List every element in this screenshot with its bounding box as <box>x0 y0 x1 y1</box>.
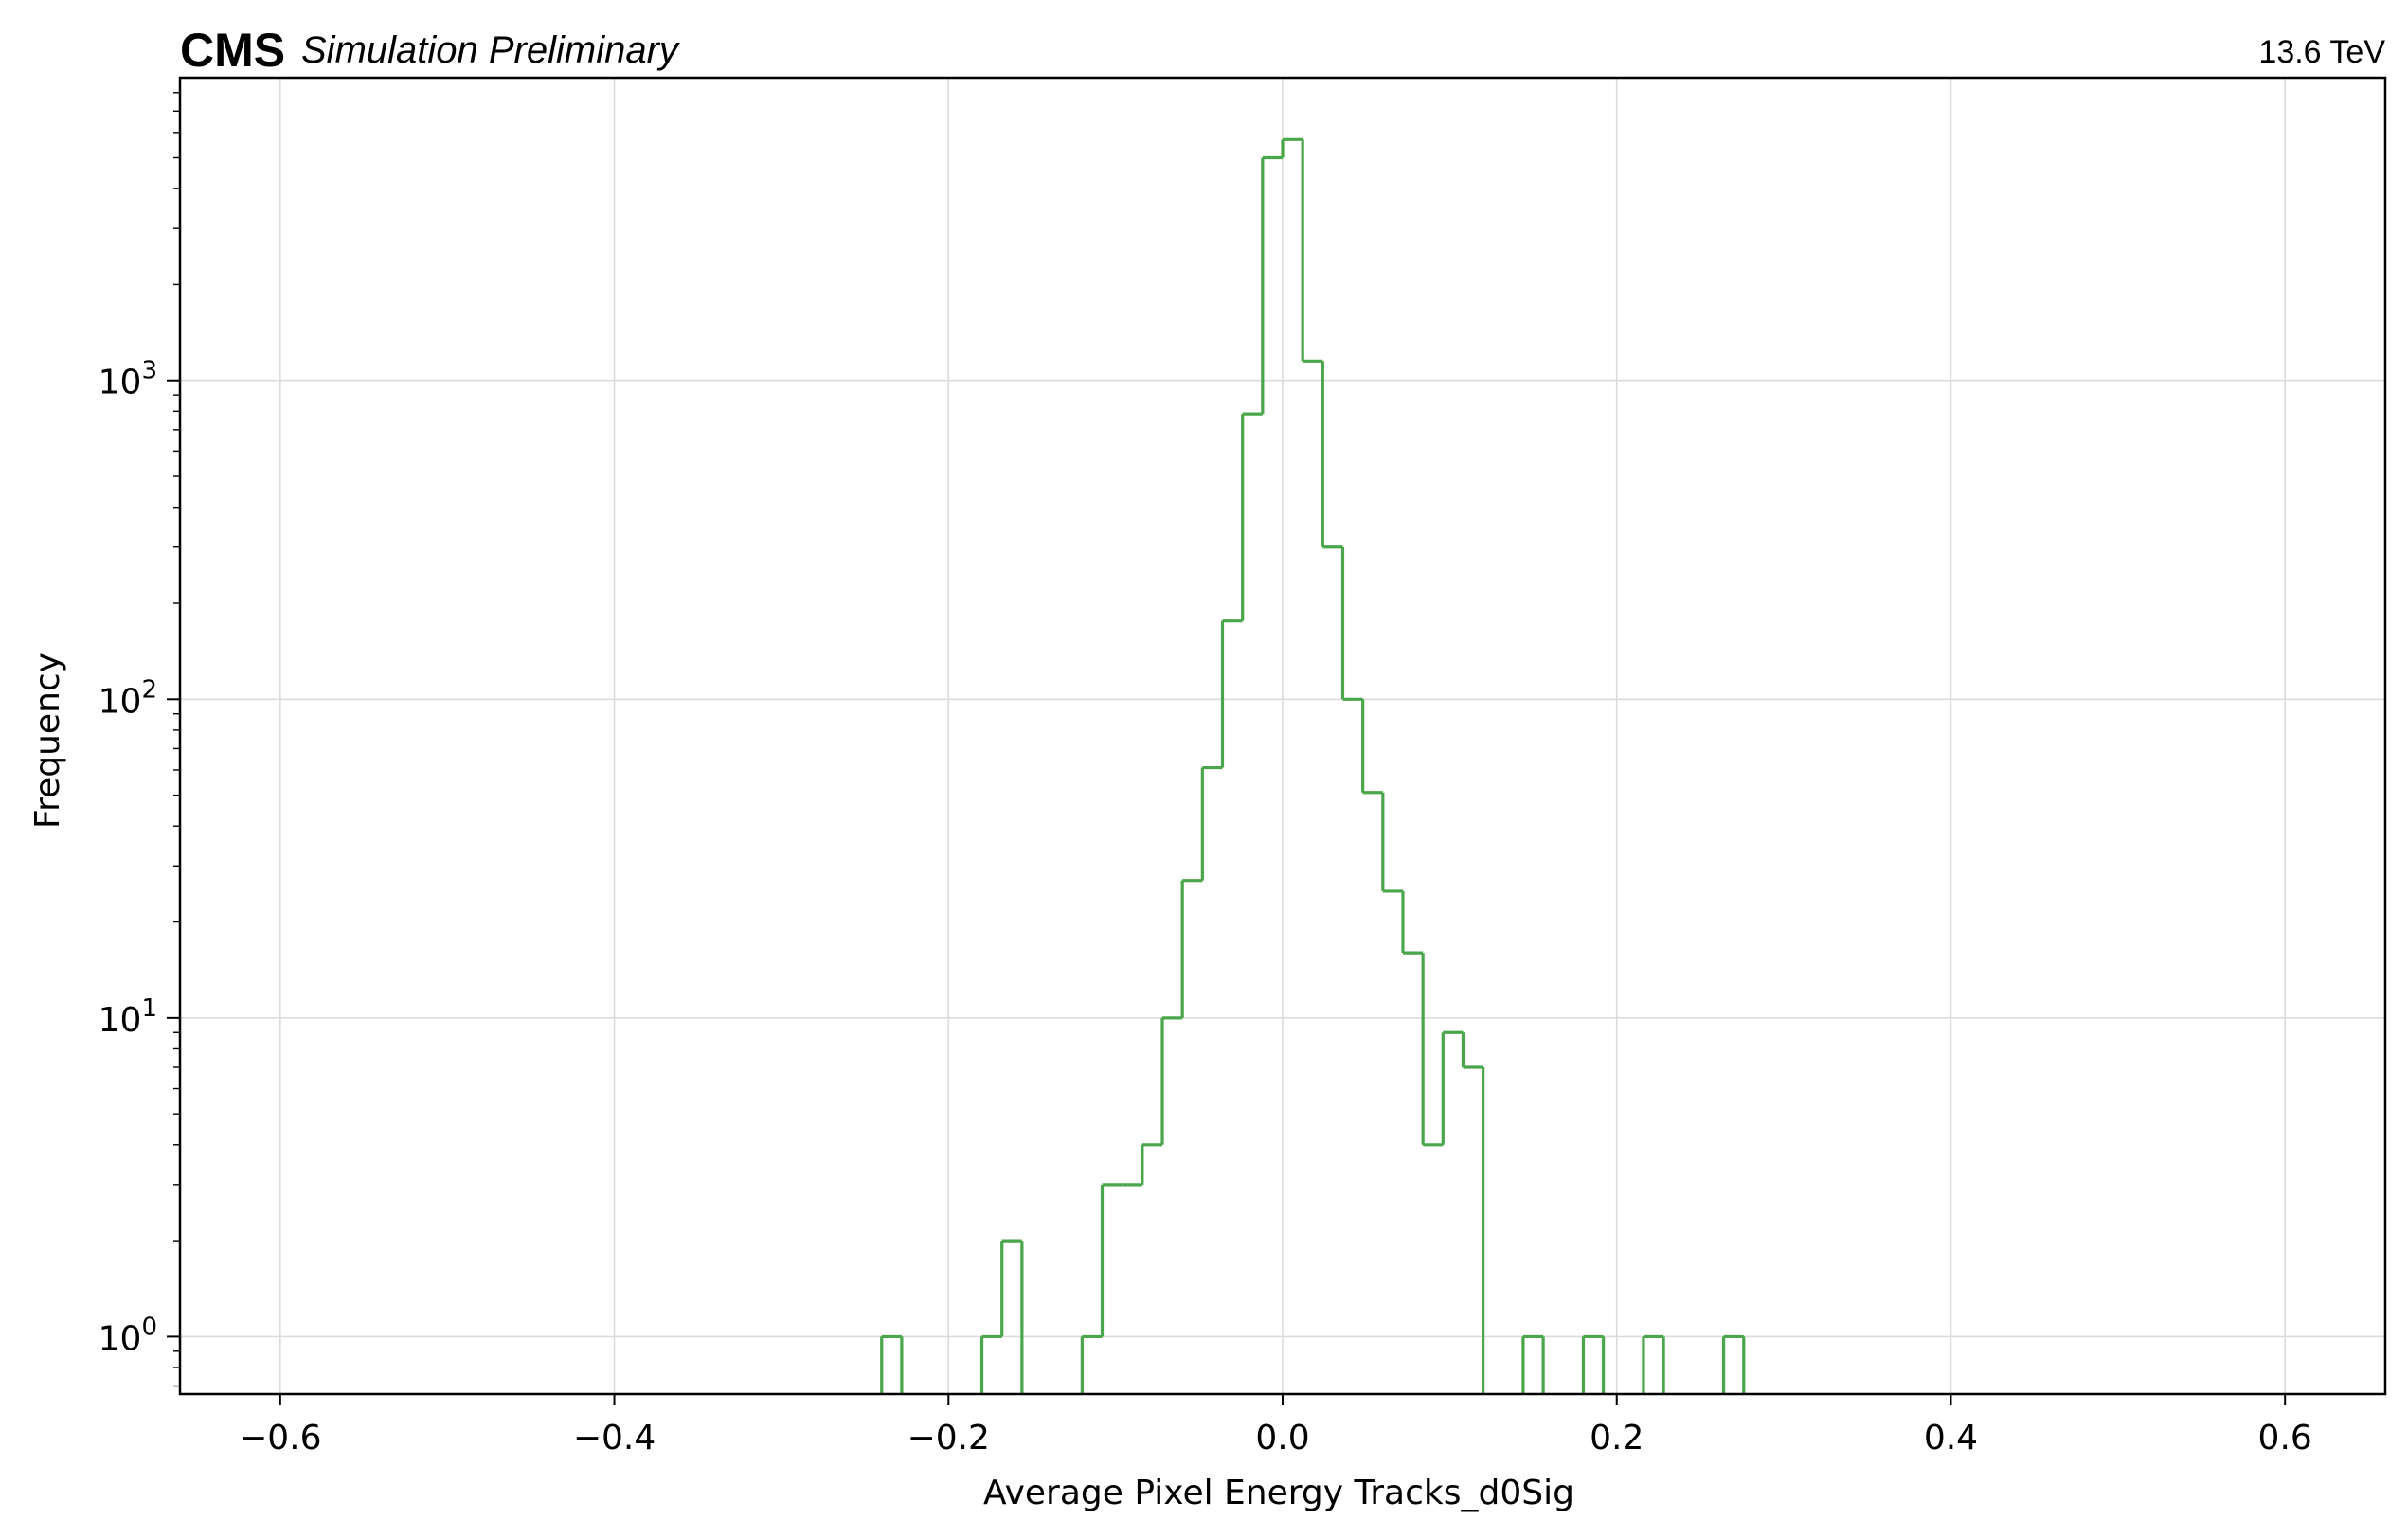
energy-label: 13.6 TeV <box>2258 34 2385 70</box>
y-tick-label: 103 <box>99 357 157 402</box>
histogram-bin <box>1340 546 1363 701</box>
x-tick-label: 0.4 <box>1924 1419 1978 1458</box>
histogram-bin <box>1301 139 1323 363</box>
histogram-bin <box>979 1334 1002 1394</box>
cms-label: CMS <box>180 24 285 77</box>
histogram-bin <box>1722 1334 1744 1394</box>
histogram-bin <box>1220 619 1243 768</box>
y-tick-label: 102 <box>99 675 157 721</box>
simulation-status-label: Simulation Preliminary <box>301 29 681 71</box>
histogram-bin <box>1080 1334 1103 1394</box>
x-tick-label: 0.2 <box>1590 1419 1644 1458</box>
histogram-bin <box>1180 879 1203 1018</box>
histogram-bin <box>1361 699 1383 795</box>
plot-frame <box>178 76 2387 1396</box>
histogram-bin <box>1421 953 1444 1147</box>
x-axis-label: Average Pixel Energy Tracks_d0Sig <box>983 1474 1574 1512</box>
histogram-bin <box>1241 412 1263 621</box>
histogram-layer <box>880 137 1746 1394</box>
histogram-bin <box>1441 1030 1464 1145</box>
grid-layer <box>180 78 2385 1394</box>
y-tick-label: 100 <box>99 1313 157 1358</box>
x-tick-label: −0.4 <box>573 1419 656 1458</box>
histogram-bin <box>1461 1032 1483 1069</box>
y-tick-label: 101 <box>99 994 157 1040</box>
x-tick-label: −0.2 <box>907 1419 990 1458</box>
x-tick-label: 0.0 <box>1255 1419 1309 1458</box>
histogram-bin <box>1261 155 1283 415</box>
histogram-bin <box>1281 137 1303 158</box>
histogram-bin <box>1381 792 1403 893</box>
histogram-bin <box>1642 1334 1664 1394</box>
histogram-bin <box>1100 1183 1123 1337</box>
histogram-bin <box>1000 1239 1022 1337</box>
histogram-bin <box>1321 361 1343 549</box>
ticks-layer: −0.6 −0.4 −0.2 0.0 0.2 0.4 0.6 100 101 102 103 <box>99 92 2312 1458</box>
histogram-bin <box>880 1334 902 1394</box>
x-tick-label: 0.6 <box>2258 1419 2312 1458</box>
histogram-bin <box>1200 765 1223 881</box>
histogram-bin <box>1160 1016 1183 1145</box>
histogram-bin <box>1401 890 1424 955</box>
histogram-bin <box>1141 1143 1163 1185</box>
y-axis-label: Frequency <box>28 653 67 829</box>
histogram-bin <box>1521 1334 1544 1394</box>
histogram-bin <box>1581 1334 1604 1394</box>
x-tick-label: −0.6 <box>239 1419 321 1458</box>
